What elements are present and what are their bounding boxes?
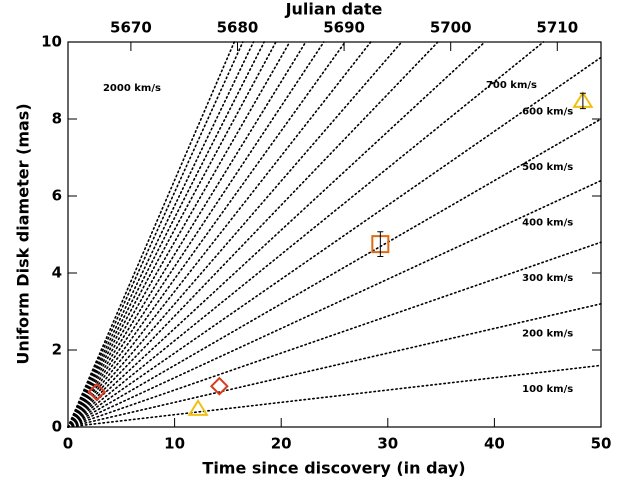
velocity-line [67,41,372,428]
y-axis-label: Uniform Disk diameter (mas) [14,103,33,364]
x2-tick-label: 5700 [430,19,472,37]
error-bar [579,92,586,110]
velocity-label: 300 km/s [522,273,573,284]
plot-frame [67,41,602,428]
y-tick-label: 2 [52,341,62,359]
velocity-label: 200 km/s [522,328,573,339]
velocity-line [67,41,255,428]
x-tick-label: 20 [271,435,292,453]
velocity-line [67,41,265,428]
y-tick-label: 4 [52,264,62,282]
velocity-line [67,41,346,428]
velocity-label: 2000 km/s [103,83,161,94]
marker-diamond [87,382,107,402]
velocity-label: 700 km/s [486,80,537,91]
x2-axis-label: Julian date [285,0,383,19]
y-tick-label: 10 [41,33,62,51]
velocity-line [67,241,602,428]
marker-diamond [209,376,229,396]
x-tick-label: 50 [591,435,612,453]
y-tick-label: 0 [52,418,62,436]
x2-tick-label: 5670 [110,19,152,37]
velocity-label: 600 km/s [522,107,573,118]
error-bar [377,231,384,257]
x2-tick-label: 5680 [217,19,259,37]
velocity-line [67,41,325,428]
velocity-label: 400 km/s [522,218,573,229]
y-tick-label: 8 [52,110,62,128]
velocity-line [67,56,602,428]
x-tick-label: 0 [63,435,73,453]
x-tick-label: 40 [484,435,505,453]
x-tick-label: 30 [377,435,398,453]
velocity-line [67,179,602,428]
x2-tick-label: 5710 [536,19,578,37]
velocity-label: 500 km/s [522,162,573,173]
velocity-line [67,41,277,428]
velocity-line [67,41,236,428]
x-axis-label: Time since discovery (in day) [202,459,465,478]
velocity-line [67,41,244,428]
velocity-line [67,41,545,428]
velocity-line [67,41,439,428]
velocity-label: 100 km/s [522,384,573,395]
velocity-line [67,364,602,428]
y-tick-label: 6 [52,187,62,205]
velocity-line [67,302,602,428]
velocity-line [67,41,291,428]
marker-triangle [187,399,209,416]
x-tick-label: 10 [164,435,185,453]
velocity-line [67,41,307,428]
velocity-line [67,41,403,428]
velocity-line [67,118,602,428]
velocity-line [67,41,486,428]
x2-tick-label: 5690 [323,19,365,37]
